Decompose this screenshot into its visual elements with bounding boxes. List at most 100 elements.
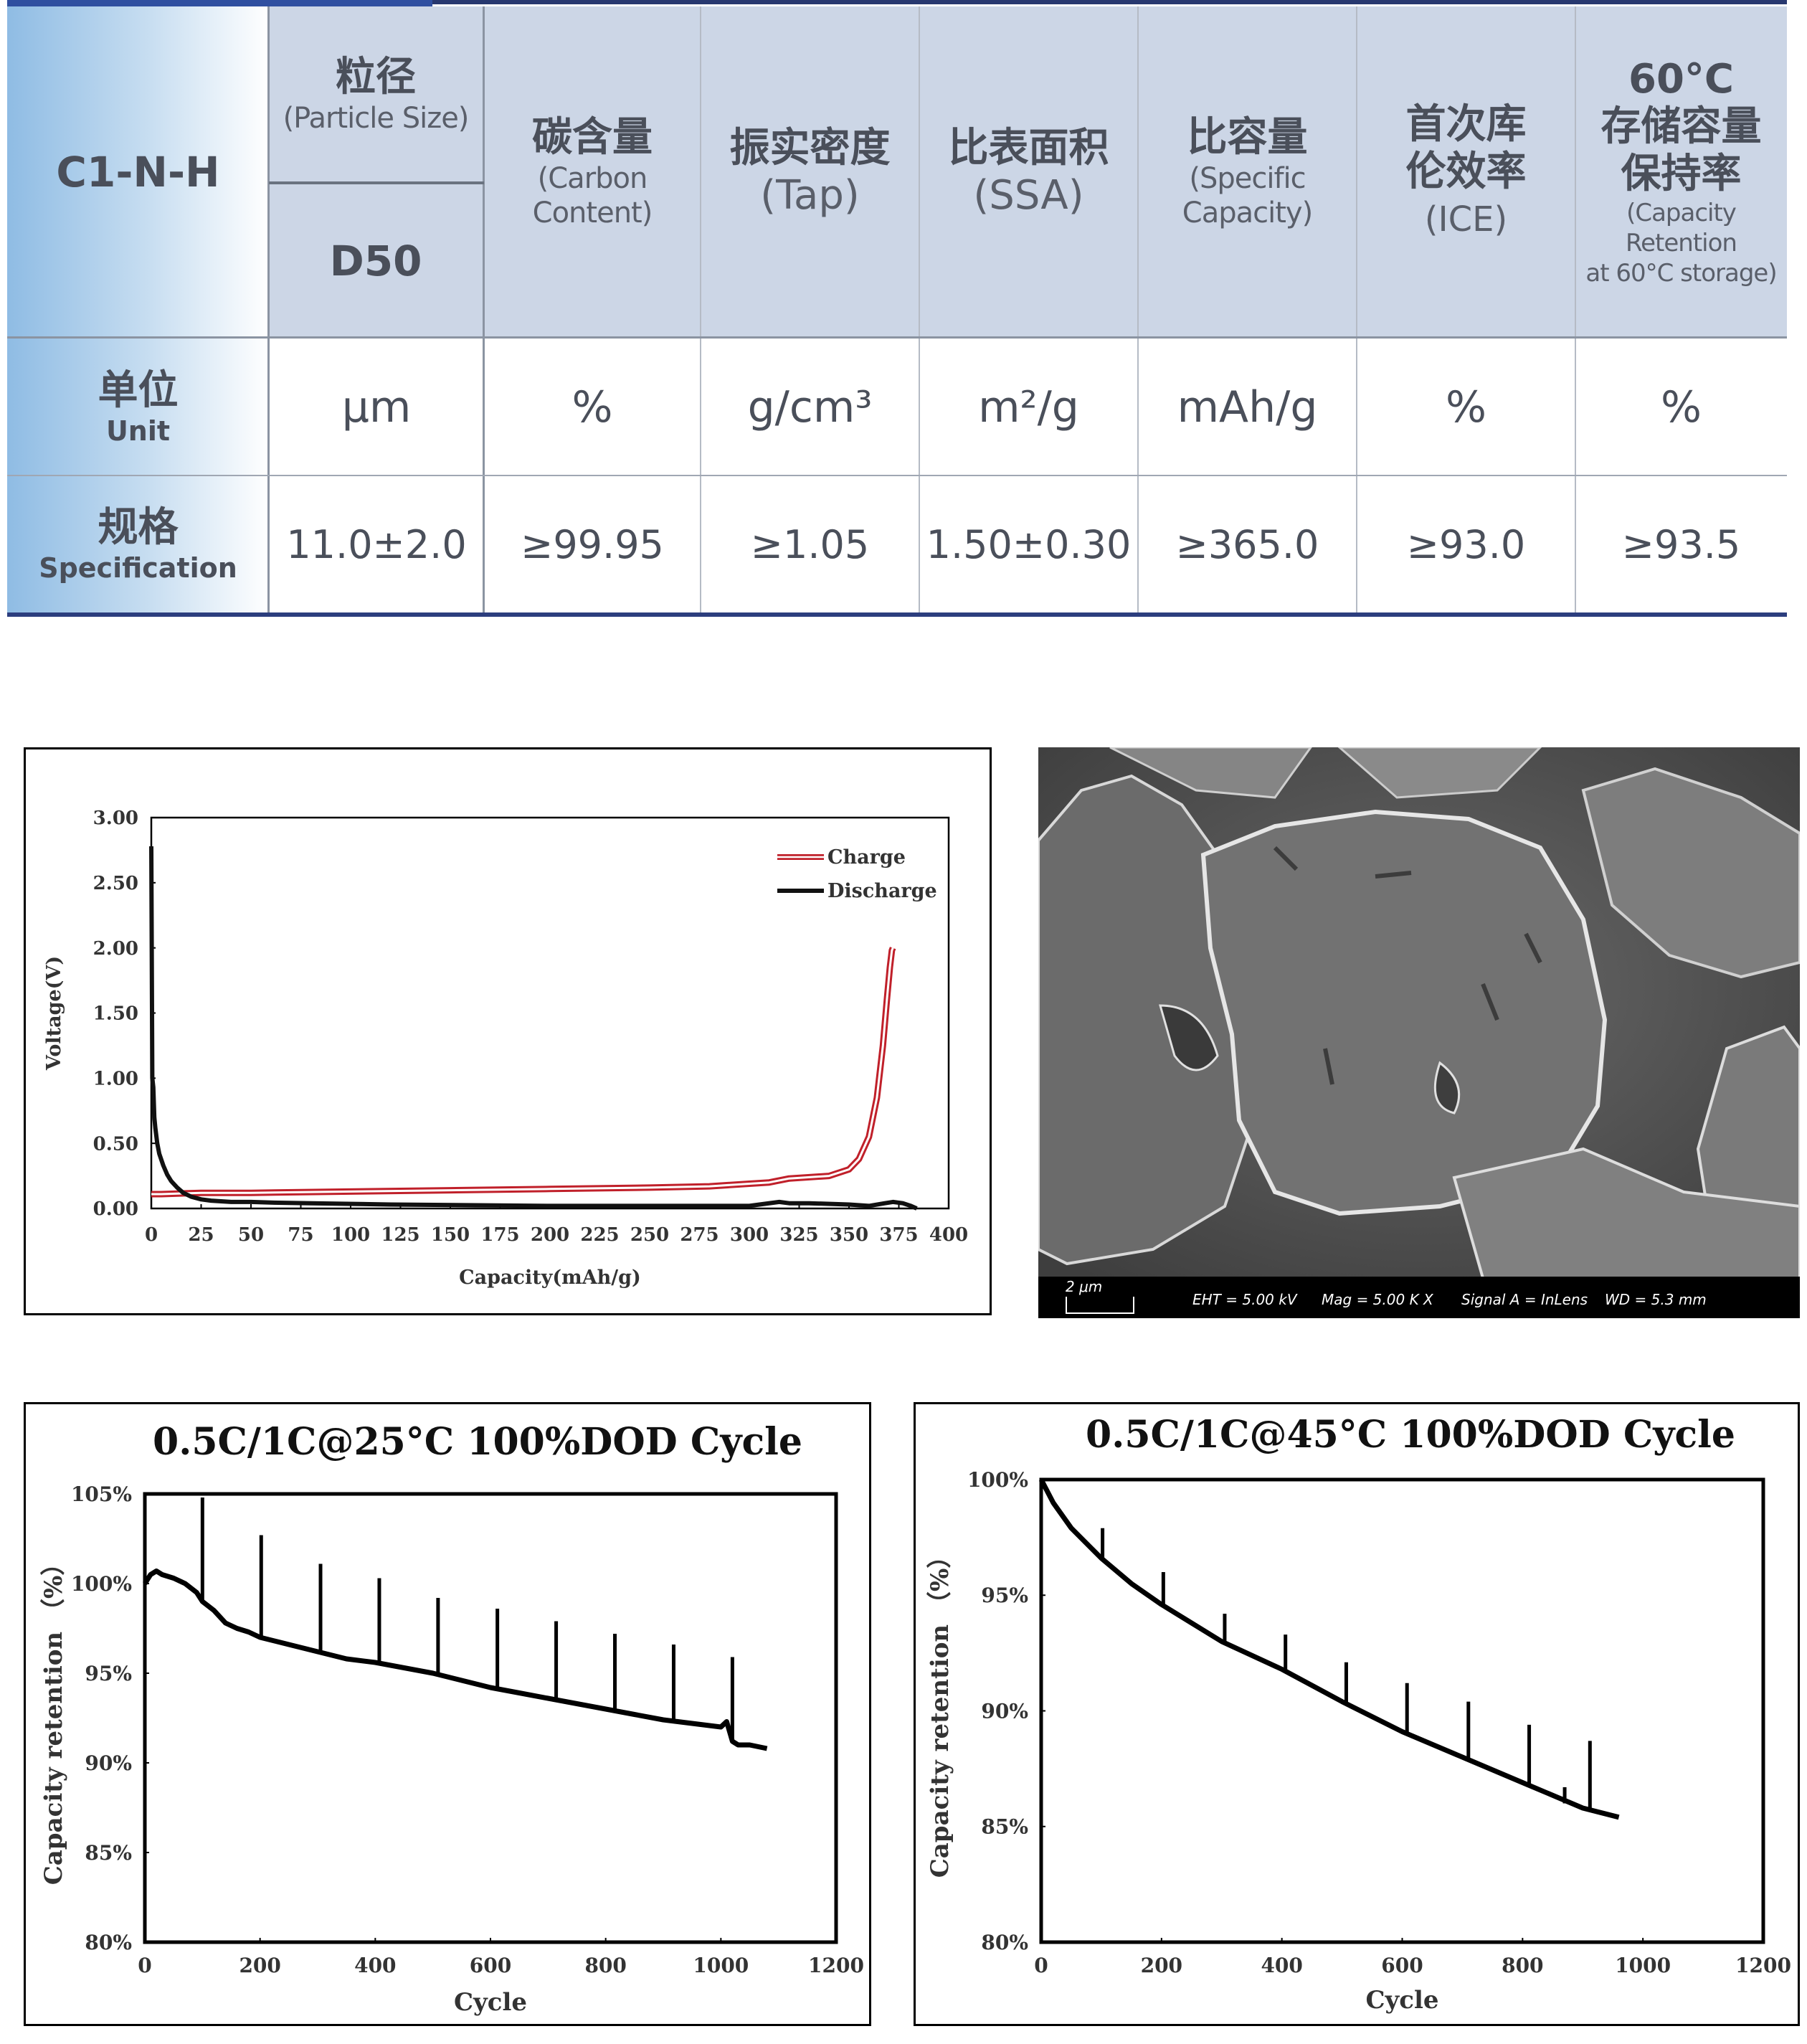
- sem-mag: Mag = 5.00 K X: [1322, 1291, 1433, 1308]
- chart-title: 0.5C/1C@25°C 100%DOD Cycle: [153, 1420, 802, 1464]
- charge-series-line: [151, 947, 896, 1198]
- sem-cracks: [1273, 846, 1542, 1085]
- y-tick-label: 95%: [85, 1662, 132, 1685]
- legend-label: Charge: [827, 846, 906, 869]
- header-en: (SSA): [973, 172, 1084, 219]
- unit-value: μm: [269, 338, 484, 476]
- spec-text: ≥93.0: [1406, 521, 1526, 567]
- x-tick-label: 800: [584, 1954, 626, 1977]
- y-tick-label: 85%: [85, 1841, 132, 1865]
- unit-text: %: [1445, 382, 1486, 432]
- y-tick-label: 0.50: [93, 1133, 138, 1155]
- y-tick-label: 105%: [71, 1482, 132, 1506]
- voltage-chart: 0 25 50 75 100 125 150 175 200 225 250 275 300 325 350…: [43, 808, 968, 1289]
- header-cn: 60°C: [1628, 56, 1735, 103]
- sem-particles: [1038, 747, 1800, 1279]
- spec-value: ≥1.05: [701, 476, 919, 612]
- header-en: (Specific: [1189, 162, 1306, 195]
- y-axis-label: Capacity retention （%）: [926, 1544, 954, 1878]
- voltage-chart-frame: 0 25 50 75 100 125 150 175 200 225 250 275 300 325 350…: [24, 747, 992, 1315]
- unit-label-cell: 单位 Unit: [7, 338, 269, 476]
- unit-text: mAh/g: [1177, 382, 1318, 432]
- table-divider: [267, 6, 270, 612]
- plot-area: [1039, 1477, 1765, 1944]
- discharge-series-line: [149, 846, 918, 1211]
- table-top-line: [432, 0, 1787, 4]
- sem-particle: [1696, 1025, 1800, 1252]
- x-tick-label: 225: [580, 1224, 619, 1246]
- x-axis-label: Cycle: [1365, 1986, 1438, 2015]
- sem-pore: [1433, 1061, 1461, 1115]
- y-tick-label: 3.00: [93, 808, 138, 829]
- header-d50: D50: [269, 184, 483, 338]
- unit-text: μm: [341, 382, 412, 432]
- header-en: (Particle Size): [283, 101, 470, 135]
- header-cn: 伦效率: [1405, 148, 1527, 195]
- table-divider: [700, 6, 701, 612]
- y-tick-label: 80%: [85, 1931, 132, 1954]
- y-tick-label: 0.00: [93, 1198, 138, 1220]
- y-tick-label: 90%: [981, 1699, 1028, 1723]
- y-tick-label: 2.50: [93, 873, 138, 894]
- x-tick-label: 100: [331, 1224, 370, 1246]
- x-tick-label: 800: [1502, 1954, 1543, 1977]
- spec-text: ≥93.5: [1621, 521, 1741, 567]
- x-axis-label: Capacity(mAh/g): [459, 1267, 641, 1289]
- table-header-background: [269, 6, 1787, 338]
- x-tick-label: 25: [188, 1224, 214, 1246]
- x-tick-label: 275: [680, 1224, 718, 1246]
- x-tick-label: 0: [1034, 1954, 1048, 1977]
- unit-row-background: [269, 338, 1787, 475]
- unit-text: %: [571, 382, 613, 432]
- chart-title: 0.5C/1C@45°C 100%DOD Cycle: [1086, 1413, 1735, 1457]
- unit-text: %: [1660, 382, 1702, 432]
- sem-particle: [1337, 747, 1542, 799]
- sem-wd: WD = 5.3 mm: [1605, 1291, 1707, 1308]
- spec-label-cell: 规格 Specification: [7, 476, 269, 612]
- x-tick-label: 1200: [808, 1954, 864, 1977]
- table-divider: [1575, 6, 1576, 612]
- spec-value: ≥93.0: [1357, 476, 1575, 612]
- x-axis-label: Cycle: [454, 1988, 527, 2017]
- header-ssa: 比表面积 (SSA): [919, 6, 1138, 338]
- plot-area: [150, 816, 950, 1210]
- unit-value: mAh/g: [1138, 338, 1357, 476]
- header-cn: 振实密度: [729, 125, 891, 171]
- sem-micrograph: 2 μm EHT = 5.00 kV Mag = 5.00 K X Signal…: [1038, 747, 1800, 1318]
- table-top-accent: [7, 0, 432, 6]
- header-cn: 存储容量: [1600, 103, 1762, 150]
- table-divider: [7, 336, 1787, 339]
- sem-pore: [1159, 1004, 1219, 1071]
- table-divider: [1137, 6, 1139, 612]
- x-tick-label: 400: [1261, 1954, 1302, 1977]
- y-tick-label: 2.00: [93, 938, 138, 960]
- header-en: (Carbon: [537, 162, 648, 195]
- header-en: Capacity): [1182, 197, 1313, 230]
- x-tick-label: 375: [879, 1224, 918, 1246]
- charge-series-inner: [151, 947, 894, 1196]
- spec-value: 1.50±0.30: [919, 476, 1138, 612]
- sem-signal: Signal A = InLens: [1461, 1291, 1588, 1308]
- sem-particle-main: [1200, 809, 1608, 1216]
- x-tick-label: 600: [470, 1954, 511, 1977]
- unit-value: m²/g: [919, 338, 1138, 476]
- x-tick-label: 200: [531, 1224, 569, 1246]
- legend-label: Discharge: [827, 880, 937, 902]
- sem-scale-bar: [1066, 1297, 1134, 1314]
- x-tick-label: 125: [381, 1224, 419, 1246]
- y-tick-label: 1.00: [93, 1068, 138, 1089]
- sem-eht: EHT = 5.00 kV: [1192, 1291, 1297, 1308]
- header-specific-capacity: 比容量 (Specific Capacity): [1138, 6, 1357, 338]
- unit-value: %: [484, 338, 701, 476]
- x-tick-label: 250: [630, 1224, 669, 1246]
- unit-text: g/cm³: [747, 382, 873, 432]
- y-axis-label: Capacity retention （%）: [39, 1551, 68, 1886]
- table-divider: [483, 6, 485, 612]
- header-cn: 碳含量: [532, 114, 653, 161]
- header-cn: 比容量: [1187, 114, 1308, 161]
- spec-label-en: Specification: [39, 552, 237, 584]
- header-cn: 保持率: [1621, 151, 1742, 197]
- spec-table: C1-N-H 单位 Unit 规格 Specification 粒径 (Part…: [7, 0, 1787, 618]
- sem-particle: [1109, 747, 1312, 799]
- spec-value: ≥365.0: [1138, 476, 1357, 612]
